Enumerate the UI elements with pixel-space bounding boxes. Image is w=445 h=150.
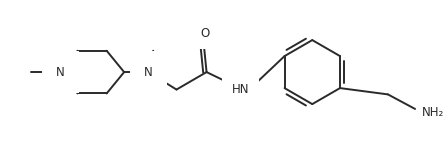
Text: HN: HN — [232, 83, 249, 96]
Text: N: N — [56, 66, 65, 79]
Text: N: N — [144, 66, 153, 79]
Text: NH₂: NH₂ — [422, 106, 444, 119]
Text: O: O — [200, 27, 209, 40]
